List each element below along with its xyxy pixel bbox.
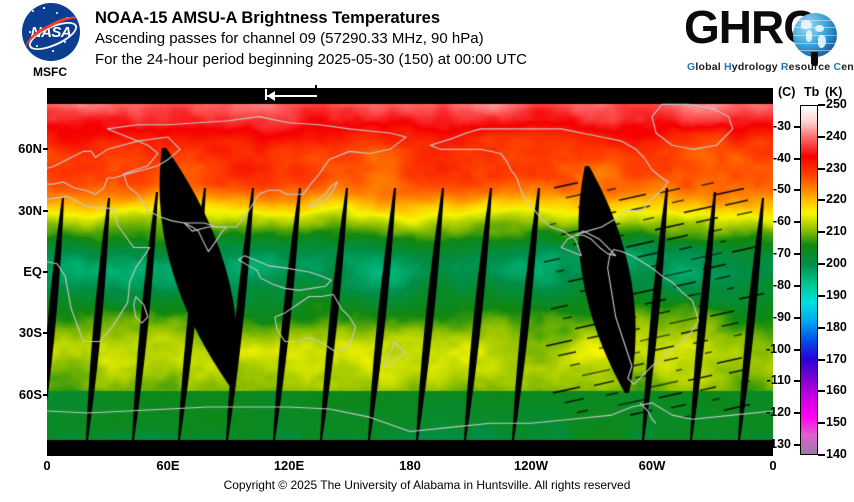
colorbar-label-celsius: -30: [772, 118, 791, 133]
map-xtick-label: 120W: [514, 458, 548, 473]
nasa-center-label: MSFC: [33, 65, 67, 79]
map-xtick-label: 120E: [273, 458, 305, 473]
brightness-temperature-map: [47, 85, 773, 456]
colorbar-tick-celsius: [794, 412, 801, 415]
copyright-notice: Copyright © 2025 The University of Alaba…: [223, 478, 631, 492]
colorbar-tick-kelvin: [818, 422, 825, 425]
colorbar-tick-kelvin: [818, 231, 825, 234]
colorbar-label-kelvin: 240: [826, 128, 847, 143]
colorbar-label-kelvin: 210: [826, 224, 847, 239]
nasa-swoosh: [22, 9, 80, 61]
colorbar-label-celsius: -130: [765, 436, 791, 451]
globe-stand: [811, 52, 818, 66]
map-ytick-mark: [43, 148, 48, 151]
colorbar-tick-celsius: [794, 189, 801, 192]
map-ytick-label: 30N: [18, 202, 42, 218]
map-ytick-label: EQ: [23, 264, 42, 279]
colorbar-gradient: [801, 106, 817, 454]
map-xtick-label: 0: [769, 458, 777, 473]
colorbar-unit-celsius: (C): [778, 85, 796, 99]
colorbar-tick-celsius: [794, 221, 801, 224]
colorbar-tick-kelvin: [818, 390, 825, 393]
colorbar-label-kelvin: 140: [826, 447, 847, 461]
nasa-logo: NASA MSFC: [14, 3, 86, 81]
map-xtick-label: 180: [399, 458, 421, 473]
nasa-wordmark: NASA: [30, 24, 72, 41]
colorbar-tick-kelvin: [818, 454, 825, 456]
globe-icon: [793, 13, 837, 57]
orbit-direction-arrow-icon: [265, 85, 317, 102]
title-block: NOAA-15 AMSU-A Brightness Temperatures A…: [95, 8, 675, 70]
colorbar-header: (C) Tb (K): [778, 85, 854, 101]
colorbar-tick-celsius: [794, 316, 801, 319]
colorbar-label-kelvin: 250: [826, 97, 847, 111]
colorbar-tick-celsius: [794, 380, 801, 383]
colorbar-label-celsius: -50: [772, 182, 791, 197]
map-raster: [47, 88, 773, 456]
colorbar-tick-celsius: [794, 443, 801, 446]
colorbar-label-celsius: -100: [765, 341, 791, 356]
colorbar-label-celsius: -80: [772, 277, 791, 292]
map-ytick-label: 60S: [18, 386, 42, 402]
colorbar-tick-celsius: [794, 157, 801, 160]
colorbar-label-celsius: -70: [772, 246, 791, 261]
colorbar-variable: Tb: [804, 85, 820, 99]
colorbar-tick-celsius: [794, 348, 801, 351]
colorbar-tick-celsius: [794, 253, 801, 256]
colorbar-label-celsius: -90: [772, 309, 791, 324]
colorbar-label-celsius: -40: [772, 150, 791, 165]
map-xtick-label: 60W: [638, 458, 666, 473]
colorbar-tick-kelvin: [818, 104, 825, 106]
nasa-meatball-icon: NASA: [22, 3, 80, 61]
colorbar-label-kelvin: 220: [826, 192, 847, 207]
colorbar-label-kelvin: 180: [826, 319, 847, 334]
map-ytick-mark: [43, 393, 48, 396]
colorbar-label-kelvin: 200: [826, 256, 847, 271]
ghrc-subtitle: Global Hydrology Resource Center: [687, 61, 854, 73]
title-subtitle: Ascending passes for channel 09 (57290.3…: [95, 30, 484, 47]
colorbar-tick-kelvin: [818, 135, 825, 138]
colorbar-tick-kelvin: [818, 167, 825, 170]
colorbar-label-celsius: -60: [772, 214, 791, 229]
map-ytick-mark: [43, 332, 48, 335]
ghrc-logo: GHRC Global Hydrology Resource Center: [684, 1, 854, 76]
colorbar-label-celsius: -110: [766, 373, 791, 388]
colorbar-tick-kelvin: [818, 294, 825, 297]
colorbar-label-kelvin: 190: [826, 287, 847, 302]
colorbar-label-kelvin: 170: [826, 351, 847, 366]
colorbar-tick-kelvin: [818, 199, 825, 202]
map-ytick-mark: [43, 271, 48, 273]
colorbar-tick-celsius: [794, 125, 801, 128]
colorbar: [800, 105, 818, 455]
map-xtick-label: 0: [43, 458, 51, 473]
colorbar-label-kelvin: 160: [826, 383, 847, 398]
colorbar-label-kelvin: 150: [826, 415, 847, 430]
colorbar-label-kelvin: 230: [826, 160, 847, 175]
title-period: For the 24-hour period beginning 2025-05…: [95, 51, 527, 68]
colorbar-tick-celsius: [794, 284, 801, 287]
colorbar-unit-kelvin: (K): [825, 85, 843, 99]
colorbar-tick-kelvin: [818, 358, 825, 361]
colorbar-tick-kelvin: [818, 326, 825, 329]
map-ytick-label: 60N: [18, 141, 42, 157]
header: NASA MSFC NOAA-15 AMSU-A Brightness Temp…: [0, 0, 854, 86]
colorbar-label-celsius: -120: [765, 405, 791, 420]
page-title: NOAA-15 AMSU-A Brightness Temperatures: [95, 9, 441, 27]
colorbar-tick-kelvin: [818, 263, 825, 266]
map-ytick-label: 30S: [18, 325, 42, 341]
map-xtick-label: 60E: [156, 458, 180, 473]
map-ytick-mark: [43, 209, 48, 212]
